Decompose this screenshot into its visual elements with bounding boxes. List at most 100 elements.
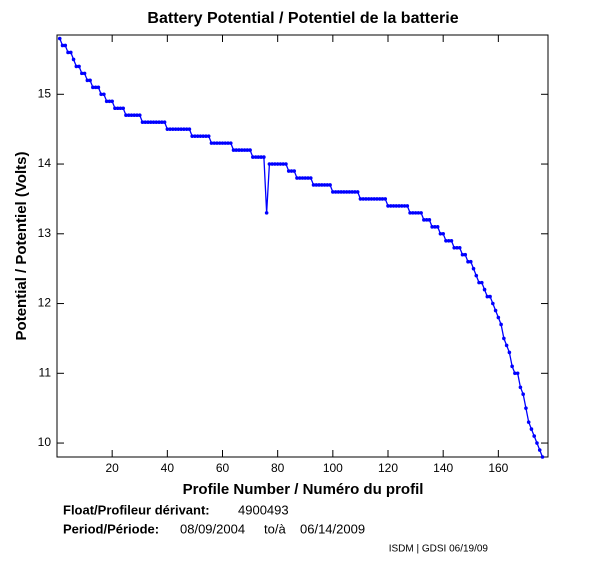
data-point bbox=[463, 252, 468, 257]
period-to: to/à bbox=[264, 521, 286, 536]
data-point bbox=[217, 141, 222, 145]
data-point bbox=[80, 71, 84, 76]
data-point bbox=[446, 238, 451, 243]
data-point bbox=[430, 225, 434, 229]
data-point bbox=[195, 134, 200, 138]
data-point bbox=[422, 218, 426, 222]
data-point bbox=[411, 211, 415, 215]
data-point bbox=[388, 204, 393, 208]
data-point bbox=[286, 169, 291, 173]
data-point bbox=[405, 204, 410, 208]
data-point bbox=[375, 197, 379, 201]
data-point bbox=[515, 371, 520, 376]
y-tick-label: 14 bbox=[38, 156, 52, 170]
data-point bbox=[135, 113, 139, 118]
data-point bbox=[284, 162, 288, 166]
data-point bbox=[452, 245, 457, 250]
x-tick-label: 80 bbox=[271, 461, 285, 475]
data-point bbox=[468, 259, 473, 264]
data-point bbox=[193, 134, 197, 138]
data-point bbox=[438, 231, 443, 236]
data-point bbox=[157, 120, 161, 124]
data-point bbox=[369, 197, 374, 201]
data-point bbox=[479, 280, 484, 285]
data-point bbox=[251, 155, 255, 159]
data-point bbox=[336, 190, 341, 194]
data-point bbox=[168, 127, 172, 131]
data-point bbox=[93, 85, 98, 90]
data-point bbox=[485, 294, 490, 299]
data-point bbox=[394, 204, 399, 208]
data-point bbox=[240, 148, 244, 152]
data-point bbox=[521, 392, 525, 397]
data-point bbox=[383, 197, 388, 201]
data-point bbox=[220, 141, 225, 145]
data-point bbox=[77, 64, 81, 69]
data-point bbox=[502, 336, 506, 341]
data-point bbox=[264, 211, 269, 215]
data-point bbox=[132, 113, 137, 118]
data-point bbox=[513, 371, 517, 376]
data-point bbox=[499, 322, 503, 327]
period-end: 06/14/2009 bbox=[300, 521, 365, 536]
data-point bbox=[137, 113, 142, 118]
data-point bbox=[259, 155, 263, 159]
data-point bbox=[176, 127, 181, 131]
data-point bbox=[457, 245, 462, 250]
data-point bbox=[344, 190, 349, 194]
data-point bbox=[182, 127, 186, 131]
data-point bbox=[102, 92, 106, 97]
data-point bbox=[57, 36, 62, 41]
data-point bbox=[121, 106, 126, 111]
data-point bbox=[289, 169, 294, 173]
x-tick-label: 100 bbox=[323, 461, 343, 475]
data-point bbox=[278, 162, 283, 166]
data-point bbox=[262, 155, 266, 159]
data-point bbox=[91, 85, 95, 90]
data-point bbox=[151, 120, 156, 124]
data-point bbox=[212, 141, 217, 145]
y-tick-label: 13 bbox=[38, 226, 52, 240]
data-point bbox=[234, 148, 239, 152]
data-point bbox=[444, 238, 448, 243]
data-point bbox=[256, 155, 261, 159]
y-tick-label: 10 bbox=[38, 435, 52, 449]
data-point bbox=[154, 120, 159, 124]
data-point bbox=[504, 343, 509, 348]
data-point bbox=[148, 120, 153, 124]
data-point bbox=[339, 190, 343, 194]
data-point bbox=[300, 176, 305, 180]
data-point bbox=[540, 455, 545, 459]
data-point bbox=[474, 273, 479, 278]
data-point bbox=[397, 204, 401, 208]
data-point bbox=[325, 183, 330, 187]
data-point bbox=[328, 183, 332, 187]
x-tick-label: 140 bbox=[433, 461, 453, 475]
x-tick-label: 20 bbox=[105, 461, 119, 475]
data-point bbox=[537, 448, 542, 452]
data-point bbox=[518, 385, 523, 390]
data-point bbox=[143, 120, 148, 124]
data-point bbox=[482, 287, 487, 292]
data-point bbox=[99, 92, 103, 97]
data-point bbox=[364, 197, 368, 201]
x-tick-label: 120 bbox=[378, 461, 398, 475]
data-point bbox=[267, 162, 272, 166]
float-value: 4900493 bbox=[238, 502, 289, 517]
data-point bbox=[419, 211, 423, 215]
data-point bbox=[209, 141, 214, 145]
data-point bbox=[242, 148, 247, 152]
y-tick-label: 11 bbox=[39, 365, 52, 379]
data-point bbox=[413, 211, 418, 215]
data-point bbox=[532, 434, 537, 438]
data-point bbox=[275, 162, 280, 166]
data-point bbox=[297, 176, 302, 180]
data-point bbox=[110, 99, 114, 104]
data-point bbox=[237, 148, 241, 152]
data-point bbox=[333, 190, 338, 194]
data-point bbox=[140, 120, 145, 124]
data-point bbox=[66, 50, 70, 55]
data-point bbox=[226, 141, 230, 145]
data-point bbox=[342, 190, 346, 194]
data-point bbox=[129, 113, 134, 118]
